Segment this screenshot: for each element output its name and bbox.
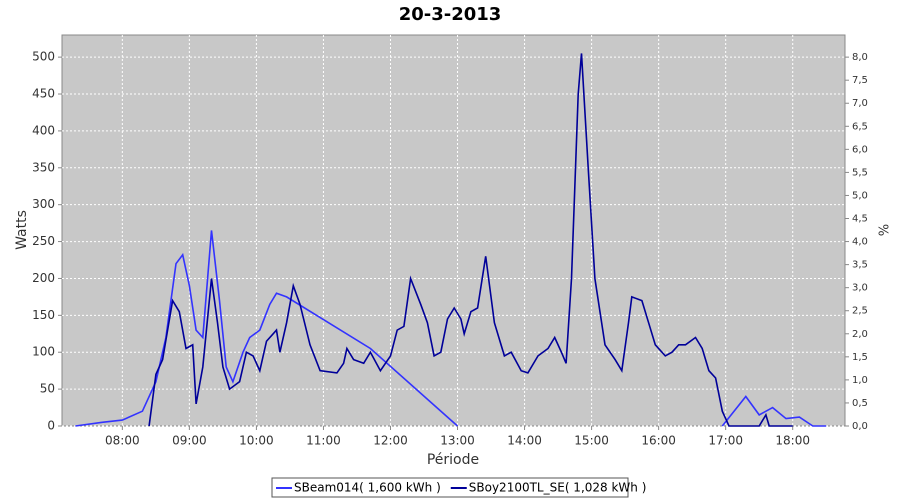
x-tick-label: 11:00: [306, 434, 341, 448]
x-axis-label: Période: [427, 452, 479, 468]
y2-tick-label: 2,5: [852, 306, 868, 317]
legend: [271, 477, 629, 498]
x-tick-label: 08:00: [105, 434, 140, 448]
y2-axis-label: %: [875, 224, 890, 236]
y2-tick-label: 7,5: [852, 75, 868, 86]
y2-tick-label: 4,0: [852, 237, 868, 248]
y2-tick-label: 4,5: [852, 214, 868, 225]
x-tick-label: 16:00: [641, 434, 676, 448]
y-tick-label: 450: [32, 87, 55, 101]
y2-tick-label: 3,5: [852, 260, 868, 271]
y-tick-label: 150: [32, 308, 55, 322]
legend-label: SBoy2100TL_SE( 1,028 kWh ): [469, 481, 647, 495]
plot-area: [61, 34, 846, 427]
y2-tick-label: 8,0: [852, 52, 868, 63]
y-tick-label: 250: [32, 234, 55, 248]
y2-tick-label: 5,5: [852, 167, 868, 178]
y-tick-label: 300: [32, 197, 55, 211]
x-tick-label: 14:00: [507, 434, 542, 448]
y-tick-label: 50: [40, 382, 55, 396]
y2-tick-label: 1,5: [852, 352, 868, 363]
y2-tick-label: 3,0: [852, 283, 868, 294]
y-tick-label: 100: [32, 345, 55, 359]
y-tick-label: 200: [32, 271, 55, 285]
y2-tick-label: 0,5: [852, 398, 868, 409]
y-tick-label: 400: [32, 123, 55, 137]
y2-tick-label: 6,5: [852, 121, 868, 132]
y2-tick-label: 0,0: [852, 421, 868, 432]
x-tick-label: 12:00: [373, 434, 408, 448]
y2-tick-label: 2,0: [852, 329, 868, 340]
x-tick-label: 09:00: [172, 434, 207, 448]
y2-tick-label: 1,0: [852, 375, 868, 386]
series-line: [75, 230, 827, 427]
x-tick-label: 13:00: [440, 434, 475, 448]
x-tick-label: 17:00: [708, 434, 743, 448]
y2-tick-label: 7,0: [852, 98, 868, 109]
series-line: [148, 53, 793, 427]
x-tick-label: 18:00: [775, 434, 810, 448]
x-tick-label: 10:00: [239, 434, 274, 448]
x-tick-label: 15:00: [574, 434, 609, 448]
chart-title: 20-3-2013: [399, 4, 502, 25]
y-tick-label: 350: [32, 160, 55, 174]
y-axis-label: Watts: [14, 210, 30, 250]
y-tick-label: 0: [47, 419, 55, 433]
legend-label: SBeam014( 1,600 kWh ): [294, 481, 441, 495]
y2-tick-label: 5,0: [852, 190, 868, 201]
y-tick-label: 500: [32, 50, 55, 64]
y2-tick-label: 6,0: [852, 144, 868, 155]
